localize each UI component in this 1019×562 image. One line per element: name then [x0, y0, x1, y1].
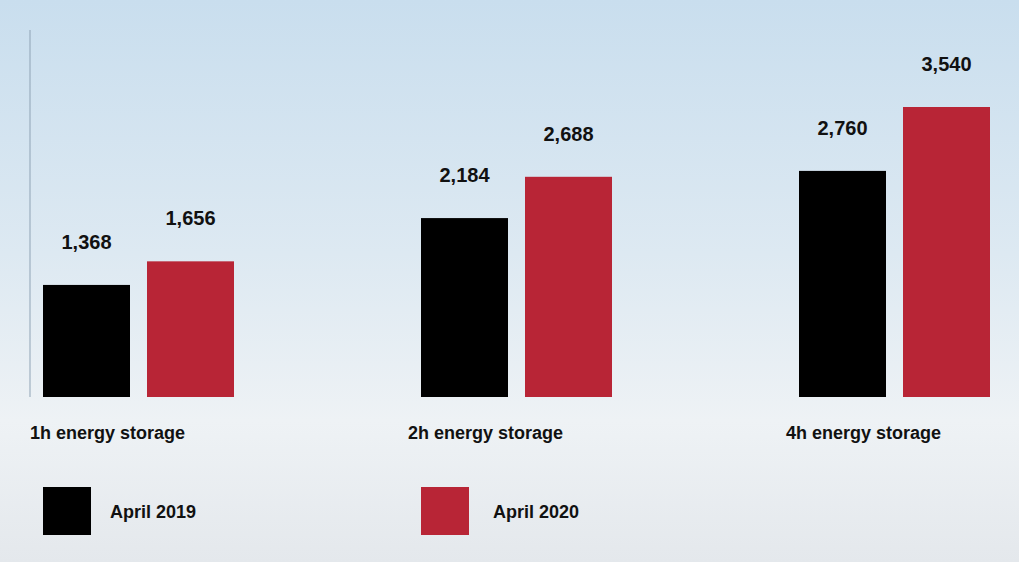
data-label: 2,688 [543, 123, 593, 145]
data-label: 3,540 [921, 53, 971, 75]
data-label: 2,760 [817, 117, 867, 139]
labels: 1,368 1,656 1h energy storage 2,184 2,688 2h … [30, 53, 972, 443]
legend-swatch [421, 487, 469, 535]
bar [147, 261, 234, 397]
bar [799, 171, 886, 397]
legend-label: April 2020 [493, 502, 579, 522]
category-label: 4h energy storage [786, 423, 941, 443]
chart: 1,368 1,656 1h energy storage 2,184 2,688 2h … [0, 0, 1019, 562]
data-label: 1,656 [165, 207, 215, 229]
bar [43, 285, 130, 397]
y-axis-line [30, 30, 31, 397]
legend: April 2019 April 2020 [43, 487, 579, 535]
data-label: 1,368 [61, 231, 111, 253]
bar [525, 177, 612, 397]
legend-label: April 2019 [110, 502, 196, 522]
data-label: 2,184 [439, 164, 490, 186]
bars [43, 107, 990, 397]
category-label: 2h energy storage [408, 423, 563, 443]
category-label: 1h energy storage [30, 423, 185, 443]
legend-swatch [43, 487, 91, 535]
bar [421, 218, 508, 397]
bar [903, 107, 990, 397]
